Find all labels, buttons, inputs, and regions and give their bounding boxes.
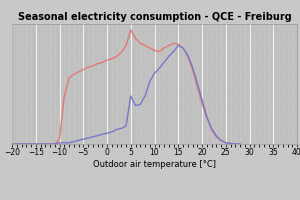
X-axis label: Outdoor air temperature [°C]: Outdoor air temperature [°C]	[93, 160, 216, 169]
Title: Seasonal electricity consumption - QCE - Freiburg: Seasonal electricity consumption - QCE -…	[18, 12, 291, 22]
